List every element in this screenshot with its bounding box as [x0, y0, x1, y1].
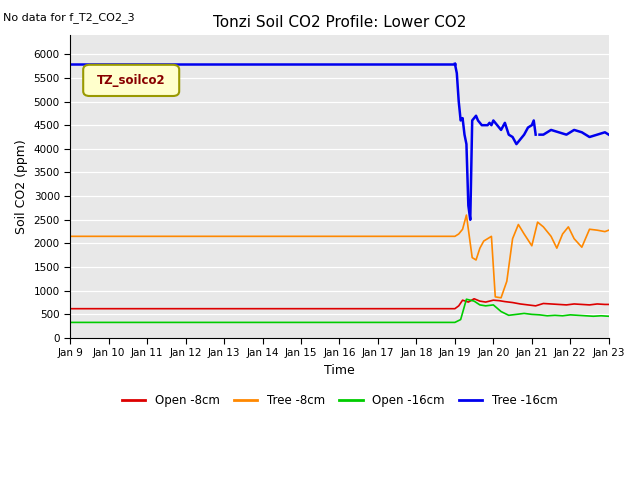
Legend: Open -8cm, Tree -8cm, Open -16cm, Tree -16cm: Open -8cm, Tree -8cm, Open -16cm, Tree -…: [116, 389, 562, 412]
Text: TZ_soilco2: TZ_soilco2: [97, 74, 166, 87]
Y-axis label: Soil CO2 (ppm): Soil CO2 (ppm): [15, 139, 28, 234]
X-axis label: Time: Time: [324, 364, 355, 377]
Text: No data for f_T2_CO2_3: No data for f_T2_CO2_3: [3, 12, 135, 23]
Title: Tonzi Soil CO2 Profile: Lower CO2: Tonzi Soil CO2 Profile: Lower CO2: [212, 15, 466, 30]
